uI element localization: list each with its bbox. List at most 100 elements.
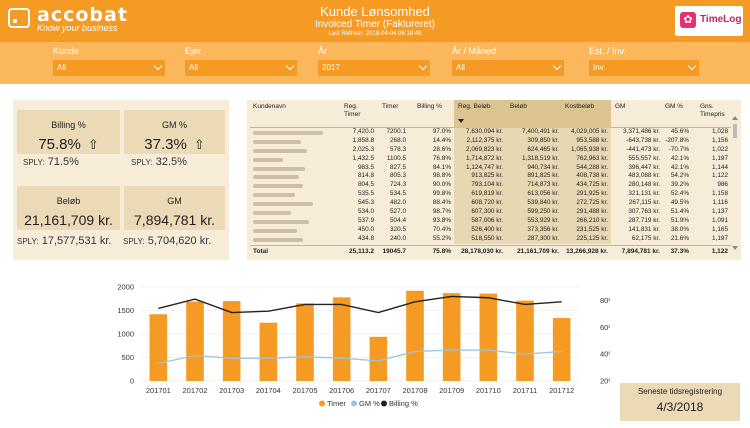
- table-row[interactable]: 450.0 320.5 70.4% 526,400 kr. 373,356 kr. 231…: [250, 225, 731, 235]
- last-registration-label: Seneste tidsregistrering: [637, 387, 723, 396]
- up-arrow-icon: ⇧: [193, 137, 205, 152]
- table-cell: 1,065,938 kr.: [571, 145, 608, 153]
- table-cell: 1,137: [712, 208, 728, 216]
- col-gns-timepris[interactable]: Gns. Timepris: [700, 103, 725, 118]
- scroll-thumb[interactable]: [733, 124, 737, 138]
- sorted-cell-highlight: [454, 216, 611, 226]
- kpi-gm-card: GM 7,894,781 kr.: [124, 186, 225, 230]
- table-cell: 539,840 kr.: [527, 199, 559, 207]
- table-cell: 986: [717, 181, 728, 189]
- col-kostbelob[interactable]: Kostbeløb: [565, 103, 595, 110]
- table-cell: 482.0: [390, 199, 406, 207]
- table-cell: 434,725 kr.: [576, 181, 608, 189]
- kpi-belob-card: Beløb 21,161,709 kr.: [17, 186, 120, 230]
- col-reg-timer[interactable]: Reg. Timer: [344, 103, 361, 118]
- timelog-label: TimeLog: [700, 14, 742, 25]
- x-tick-label: 201709: [439, 386, 464, 395]
- filter-kunde-dropdown[interactable]: All: [53, 60, 165, 76]
- col-gm-pct[interactable]: GM %: [665, 103, 684, 110]
- table-cell: 624,465 kr.: [527, 145, 559, 153]
- total-cell: 75.8%: [432, 247, 451, 255]
- table-cell: 527.0: [390, 208, 406, 216]
- x-tick-label: 201711: [513, 386, 537, 395]
- table-row[interactable]: 545.3 482.0 88.4% 608,720 kr. 539,840 kr. 272…: [250, 199, 731, 209]
- legend-marker: [351, 400, 357, 407]
- table-cell: 291,925 kr.: [576, 190, 608, 198]
- total-cell: 21,161,709 kr.: [517, 247, 559, 255]
- table-cell: 54.2%: [670, 172, 689, 180]
- table-row[interactable]: 804.5 724.3 90.0% 793,104 kr. 714,873 kr. 434…: [250, 181, 731, 191]
- filter-ar-maned-dropdown[interactable]: All: [452, 60, 564, 76]
- filter-ejer-dropdown[interactable]: All: [185, 60, 297, 76]
- filter-ar-label: År: [318, 46, 327, 56]
- kpi-billing-card: Billing % 75.8% ⇧: [17, 110, 120, 154]
- table-cell: 42.1%: [670, 163, 689, 171]
- sort-desc-icon: [458, 119, 464, 123]
- table-row[interactable]: 1,432.5 1100.5 76.8% 1,714,872 kr. 1,318,519…: [250, 154, 731, 164]
- table-row[interactable]: 535.5 534.5 99.8% 619,819 kr. 613,056 kr. 291…: [250, 190, 731, 200]
- table-row[interactable]: 434.8 240.0 55.2% 518,550 kr. 287,300 kr. 225…: [250, 234, 731, 244]
- table-cell: 1,122: [712, 172, 728, 180]
- table-cell: 93.8%: [432, 216, 451, 224]
- table-cell: 268.0: [390, 136, 406, 144]
- table-cell: 321,131 kr.: [628, 190, 660, 198]
- table-cell: 1,318,519 kr.: [522, 154, 559, 162]
- x-tick-label: 201706: [329, 386, 354, 395]
- col-belob[interactable]: Beløb: [510, 103, 527, 110]
- table-cell: 983.5: [358, 163, 374, 171]
- table-cell: 1100.5: [386, 154, 406, 162]
- table-cell: 891,825 kr.: [527, 172, 559, 180]
- table-cell: 51.4%: [670, 208, 689, 216]
- customer-name-redacted: [253, 211, 291, 216]
- table-cell: 90.0%: [432, 181, 451, 189]
- table-row[interactable]: 534.0 527.0 98.7% 607,300 kr. 599,250 kr. 291…: [250, 208, 731, 217]
- col-timer[interactable]: Timer: [382, 103, 399, 110]
- table-cell: 1,158: [712, 190, 728, 198]
- scroll-up-icon[interactable]: [732, 116, 738, 120]
- customer-name-redacted: [253, 148, 307, 153]
- table-cell: 534.0: [358, 208, 374, 216]
- sply-value: 17,577,531 kr.: [41, 235, 112, 247]
- table-cell: 272,725 kr.: [576, 199, 608, 207]
- bar-timer-201712: [552, 318, 571, 381]
- kpi-billing-label: Billing %: [51, 120, 86, 130]
- table-cell: 408,738 kr.: [576, 172, 608, 180]
- table-cell: 7,420.0: [352, 128, 374, 135]
- col-kundenavn[interactable]: Kundenavn: [253, 103, 286, 110]
- customer-name-redacted: [253, 228, 297, 233]
- table-cell: 599,250 kr.: [527, 208, 559, 216]
- table-row[interactable]: 814.8 805.3 98.8% 913,825 kr. 891,825 kr. 408…: [250, 172, 731, 182]
- table-cell: 225,125 kr.: [576, 234, 608, 242]
- col-billing[interactable]: Billing %: [417, 103, 442, 110]
- filter-ar-dropdown[interactable]: 2017: [318, 60, 430, 76]
- filter-est-inv-dropdown[interactable]: Inv.: [589, 60, 699, 76]
- sorted-cell-highlight: [454, 172, 611, 182]
- customer-name-redacted: [253, 184, 303, 189]
- table-row[interactable]: 1,858.8 268.0 14.4% 2,112,375 kr. 309,850 kr…: [250, 136, 731, 146]
- y-right-tick-label: 20%: [600, 377, 610, 386]
- table-row[interactable]: 7,420.0 7200.1 97.0% 7,630,094 kr. 7,400,491…: [250, 128, 731, 137]
- table-cell: 913,825 kr.: [471, 172, 503, 180]
- table-cell: 804.5: [358, 181, 374, 189]
- customer-name-redacted: [253, 237, 303, 242]
- table-row[interactable]: 983.5 827.5 84.1% 1,124,747 kr. 940,734 kr. 5…: [250, 163, 731, 173]
- scroll-down-icon[interactable]: [732, 246, 738, 250]
- col-gm[interactable]: GM: [615, 103, 626, 110]
- sorted-columns-highlight: [454, 100, 611, 128]
- filter-ejer: Ejer All: [185, 44, 297, 76]
- table-cell: 544,288 kr.: [576, 163, 608, 171]
- sorted-cell-highlight: [454, 136, 611, 146]
- table-row[interactable]: 537.9 504.4 93.8% 587,006 kr. 553,929 kr. 266…: [250, 216, 731, 226]
- table-cell: 553,929 kr.: [527, 216, 559, 224]
- table-cell: 267,115 kr.: [628, 199, 660, 207]
- table-cell: 28.6%: [432, 145, 451, 153]
- table-row[interactable]: 2,025.3 578.3 28.6% 2,069,823 kr. 624,465 kr…: [250, 145, 731, 155]
- sorted-cell-highlight: [454, 225, 611, 235]
- accobat-logo-icon: [8, 8, 30, 28]
- chevron-down-icon: [153, 61, 163, 71]
- table-scrollbar[interactable]: [732, 116, 738, 250]
- kpi-belob-label: Beløb: [56, 196, 81, 206]
- chevron-down-icon: [285, 61, 295, 71]
- x-tick-label: 201705: [292, 386, 317, 395]
- col-reg-belob[interactable]: Reg. Beløb: [458, 103, 491, 110]
